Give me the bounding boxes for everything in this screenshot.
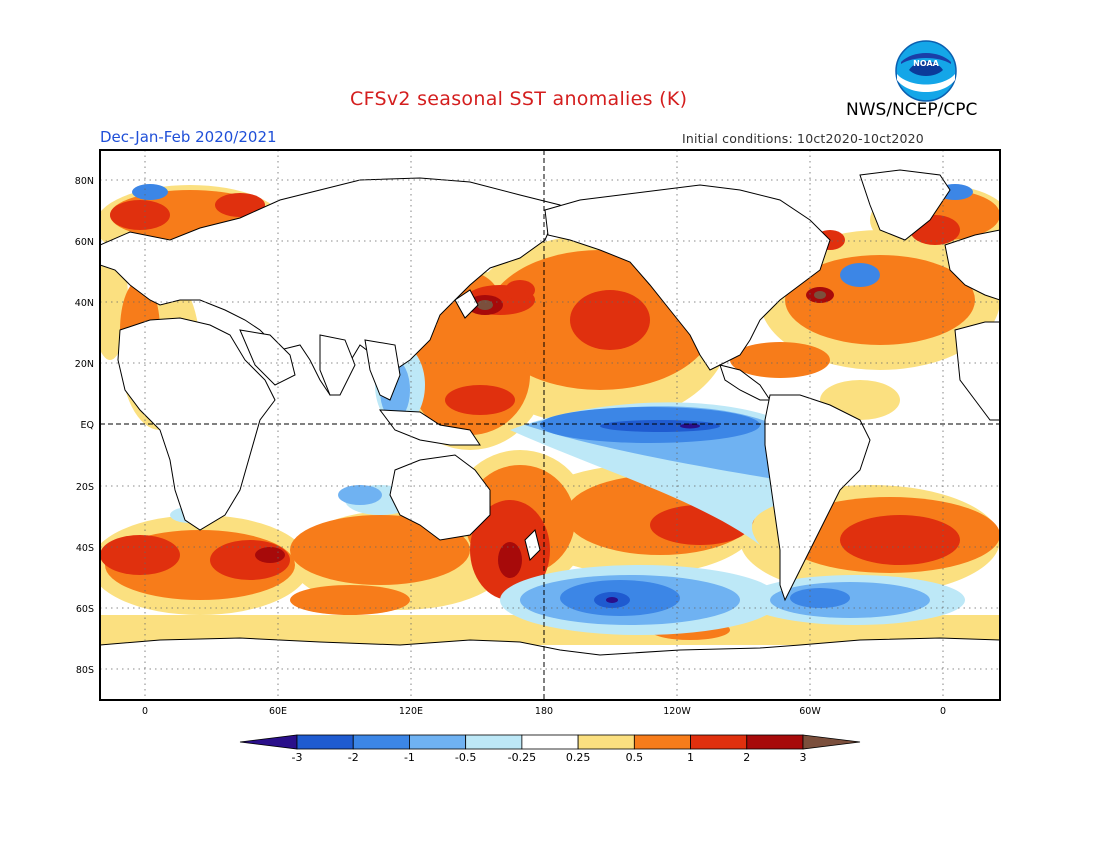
colorbar-label: -3 xyxy=(292,751,303,764)
lon-label: 0 xyxy=(940,706,946,717)
lat-label: 80N xyxy=(75,176,94,187)
landmass-eurasia xyxy=(100,177,561,396)
colorbar-segment xyxy=(239,734,298,750)
landmass-seasia xyxy=(364,339,401,401)
landmass-arabia xyxy=(239,329,296,386)
grid-lines xyxy=(100,150,1000,700)
landmass-north-america xyxy=(544,184,831,371)
colorbar-segment xyxy=(521,734,579,750)
anomaly-field-red xyxy=(100,193,960,600)
colorbar-label: -0.25 xyxy=(508,751,536,764)
landmass-japan xyxy=(454,289,479,319)
lat-label: 80S xyxy=(76,665,94,676)
forecast-period: Dec-Jan-Feb 2020/2021 xyxy=(100,128,277,146)
lat-label: 40S xyxy=(76,543,94,554)
lat-label: 20S xyxy=(76,482,94,493)
longitude-labels: 0 60E 120E 180 120W 60W 0 xyxy=(142,706,946,717)
lat-label: 20N xyxy=(75,359,94,370)
lon-label: 0 xyxy=(142,706,148,717)
colorbar-segment xyxy=(802,734,861,750)
land-masses xyxy=(100,169,1000,700)
colorbar-segment xyxy=(633,734,691,750)
landmass-antarctica xyxy=(100,637,1000,700)
latitude-labels: 80N 60N 40N 20N EQ 20S 40S 60S 80S xyxy=(75,176,94,676)
colorbar-segment xyxy=(746,734,804,750)
colorbar-segment xyxy=(690,734,748,750)
colorbar-label: -2 xyxy=(348,751,359,764)
colorbar-label: -0.5 xyxy=(455,751,476,764)
anomaly-field-deepblue xyxy=(606,423,700,603)
map-frame xyxy=(99,149,1001,701)
landmass-central-america xyxy=(719,364,771,401)
colorbar-label: 1 xyxy=(687,751,694,764)
lat-label: 40N xyxy=(75,298,94,309)
colorbar-segment xyxy=(352,734,410,750)
lat-label: 60N xyxy=(75,237,94,248)
colorbar-segment xyxy=(296,734,354,750)
colorbar-segment xyxy=(465,734,523,750)
landmass-greenland xyxy=(859,169,951,241)
landmass-indonesia xyxy=(378,409,481,446)
colorbar-segment xyxy=(577,734,635,750)
landmass-australia xyxy=(389,454,491,541)
landmass-india xyxy=(319,334,356,396)
landmass-europe-wrap xyxy=(944,229,1000,301)
lat-label: EQ xyxy=(81,420,94,431)
colorbar-label: 0.25 xyxy=(566,751,591,764)
landmass-south-america xyxy=(764,394,871,602)
landmass-africa-wrap xyxy=(954,321,1000,421)
chart-title: CFSv2 seasonal SST anomalies (K) xyxy=(350,88,688,110)
colorbar-segment xyxy=(409,734,467,750)
noaa-logo-text: NOAA xyxy=(913,59,939,68)
initial-conditions: Initial conditions: 10ct2020-10ct2020 xyxy=(682,131,924,146)
lon-label: 60E xyxy=(269,706,287,717)
anomaly-field-darkred xyxy=(255,287,834,578)
anomaly-field-brown xyxy=(477,291,826,310)
lon-label: 120E xyxy=(399,706,423,717)
lat-label: 60S xyxy=(76,604,94,615)
colorbar-label: 3 xyxy=(800,751,807,764)
colorbar-label: -1 xyxy=(404,751,415,764)
lon-label: 60W xyxy=(799,706,821,717)
lon-label: 180 xyxy=(535,706,553,717)
colorbar-label: 0.5 xyxy=(626,751,644,764)
organization-label: NWS/NCEP/CPC xyxy=(846,100,978,120)
colorbar-label: 2 xyxy=(743,751,750,764)
landmass-newzealand xyxy=(524,529,541,561)
noaa-logo: NOAA xyxy=(895,40,957,102)
colorbar: -3 -2 -1 -0.5 -0.25 0.25 0.5 1 2 3 xyxy=(239,734,861,764)
reference-lines xyxy=(100,150,1000,700)
lon-label: 120W xyxy=(663,706,691,717)
